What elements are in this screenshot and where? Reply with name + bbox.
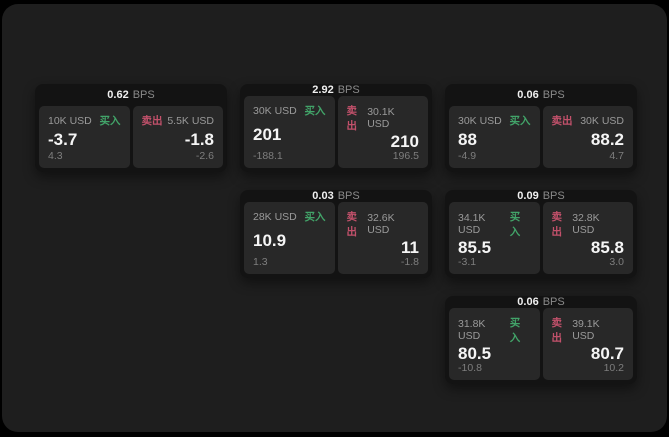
sell-price: -1.8: [184, 129, 214, 149]
buy-side-label: 买入: [509, 211, 521, 238]
sell-delta: -1.8: [400, 256, 419, 268]
bps-unit: BPS: [542, 296, 565, 308]
buy-price: 88: [458, 129, 477, 149]
buy-size: 28K USD: [253, 210, 297, 223]
buy-delta: -3.1: [458, 256, 477, 268]
bps-header: 0.03 BPS: [244, 190, 428, 202]
sell-tile[interactable]: 卖出 5.5K USD -1.8 -2.6: [132, 106, 223, 168]
buy-delta: -4.9: [458, 150, 477, 162]
buy-tile[interactable]: 31.8K USD 买入 80.5 -10.8: [449, 308, 540, 380]
bps-value: 0.09: [517, 190, 539, 202]
buy-size: 30K USD: [458, 114, 502, 127]
buy-side-label: 买入: [509, 317, 521, 344]
quote-card-grid: 0.62 BPS 10K USD 买入 -3.7 4.3 卖出: [35, 84, 637, 384]
quote-card: 0.62 BPS 10K USD 买入 -3.7 4.3 卖出: [35, 84, 227, 172]
buy-size: 30K USD: [253, 104, 297, 117]
bps-value: 0.62: [107, 89, 129, 101]
quote-card: 0.06 BPS 30K USD 买入 88 -4.9 卖出: [445, 84, 637, 172]
bps-value: 0.03: [312, 190, 334, 202]
sell-price: 210: [390, 132, 419, 151]
buy-delta: -10.8: [458, 362, 482, 374]
buy-tile[interactable]: 34.1K USD 买入 85.5 -3.1: [449, 202, 540, 274]
buy-size: 34.1K USD: [458, 212, 486, 236]
buy-side-label: 买入: [99, 115, 121, 127]
buy-size: 10K USD: [48, 114, 92, 127]
buy-delta: -188.1: [253, 150, 283, 162]
sell-price: 85.8: [590, 238, 624, 257]
sell-tile[interactable]: 卖出 30.1K USD 210 196.5: [337, 96, 428, 168]
sell-delta: 3.0: [609, 256, 624, 268]
bps-value: 0.06: [517, 296, 539, 308]
buy-size: 31.8K USD: [458, 318, 486, 342]
bps-value: 2.92: [312, 84, 334, 96]
sell-side-label: 卖出: [551, 211, 563, 238]
buy-tile[interactable]: 30K USD 买入 201 -188.1: [244, 96, 335, 168]
sell-size: 32.6K USD: [367, 212, 395, 236]
sell-size: 5.5K USD: [167, 114, 214, 127]
buy-delta: 1.3: [253, 256, 268, 268]
buy-price: 85.5: [458, 238, 492, 257]
bps-unit: BPS: [542, 190, 565, 202]
buy-delta: 4.3: [48, 150, 63, 162]
quote-card: 0.03 BPS 28K USD 买入 10.9 1.3 卖出: [240, 190, 432, 278]
bps-value: 0.06: [517, 89, 539, 101]
buy-side-label: 买入: [304, 211, 326, 223]
bps-header: 0.06 BPS: [449, 296, 633, 308]
sell-price: 80.7: [590, 344, 624, 363]
sell-size: 30K USD: [580, 114, 624, 127]
buy-side-label: 买入: [509, 115, 531, 127]
sell-size: 39.1K USD: [572, 318, 600, 342]
sell-side-label: 卖出: [141, 115, 163, 127]
sell-side-label: 卖出: [346, 105, 358, 132]
buy-tile[interactable]: 30K USD 买入 88 -4.9: [449, 106, 540, 168]
quotes-panel: 0.62 BPS 10K USD 买入 -3.7 4.3 卖出: [2, 4, 667, 432]
bps-unit: BPS: [337, 190, 360, 202]
sell-tile[interactable]: 卖出 30K USD 88.2 4.7: [542, 106, 633, 168]
sell-tile[interactable]: 卖出 32.8K USD 85.8 3.0: [542, 202, 633, 274]
bps-header: 2.92 BPS: [244, 84, 428, 96]
buy-price: 80.5: [458, 344, 492, 363]
sell-price: 11: [401, 238, 419, 257]
quote-card: 0.06 BPS 31.8K USD 买入 80.5 -10.8 卖: [445, 296, 637, 384]
sell-price: 88.2: [590, 129, 624, 149]
buy-tile[interactable]: 28K USD 买入 10.9 1.3: [244, 202, 335, 274]
buy-price: 201: [253, 124, 282, 144]
sell-delta: 10.2: [603, 362, 624, 374]
sell-side-label: 卖出: [551, 317, 563, 344]
sell-size: 30.1K USD: [367, 106, 395, 130]
bps-header: 0.09 BPS: [449, 190, 633, 202]
buy-side-label: 买入: [304, 105, 326, 117]
bps-header: 0.06 BPS: [449, 84, 633, 106]
bps-unit: BPS: [337, 84, 360, 96]
quote-card: 2.92 BPS 30K USD 买入 201 -188.1 卖出: [240, 84, 432, 172]
bps-unit: BPS: [132, 89, 155, 101]
sell-tile[interactable]: 卖出 39.1K USD 80.7 10.2: [542, 308, 633, 380]
quote-card: 0.09 BPS 34.1K USD 买入 85.5 -3.1 卖出: [445, 190, 637, 278]
sell-delta: -2.6: [195, 150, 214, 162]
bps-header: 0.62 BPS: [39, 84, 223, 106]
buy-price: 10.9: [253, 230, 287, 250]
buy-tile[interactable]: 10K USD 买入 -3.7 4.3: [39, 106, 130, 168]
sell-delta: 196.5: [392, 150, 419, 162]
sell-side-label: 卖出: [346, 211, 358, 238]
buy-price: -3.7: [48, 129, 78, 149]
sell-side-label: 卖出: [551, 115, 573, 127]
sell-size: 32.8K USD: [572, 212, 600, 236]
sell-tile[interactable]: 卖出 32.6K USD 11 -1.8: [337, 202, 428, 274]
bps-unit: BPS: [542, 89, 565, 101]
sell-delta: 4.7: [609, 150, 624, 162]
